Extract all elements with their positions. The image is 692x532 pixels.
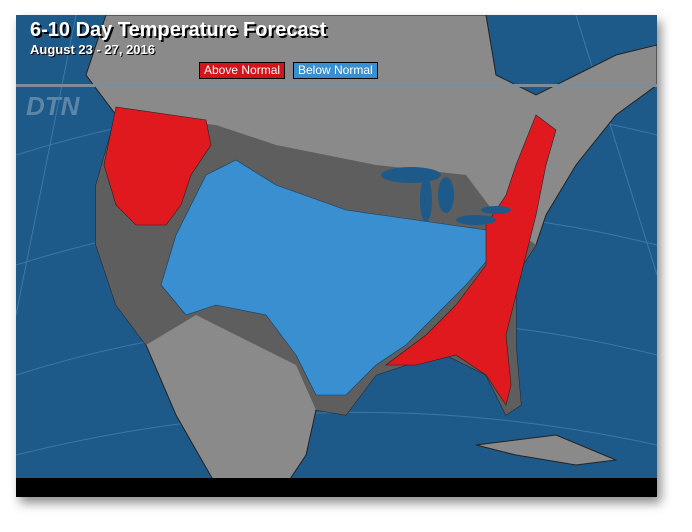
above-normal-northwest <box>103 106 212 226</box>
great-lakes <box>381 167 511 225</box>
below-normal-region <box>160 159 497 396</box>
legend-above-normal: Above Normal <box>199 62 286 79</box>
map-canvas <box>16 15 657 486</box>
bottom-bar <box>16 478 657 497</box>
land-cuba <box>475 434 618 466</box>
header-divider <box>16 84 657 87</box>
map-title: 6-10 Day Temperature Forecast <box>30 19 327 41</box>
legend-below-normal: Below Normal <box>293 62 378 79</box>
dtn-logo: DTN <box>26 91 80 121</box>
above-normal-east <box>385 114 557 406</box>
map-date-range: August 23 - 27, 2016 <box>30 42 155 57</box>
forecast-map: DTN 6-10 Day Temperature Forecast August… <box>16 15 657 497</box>
